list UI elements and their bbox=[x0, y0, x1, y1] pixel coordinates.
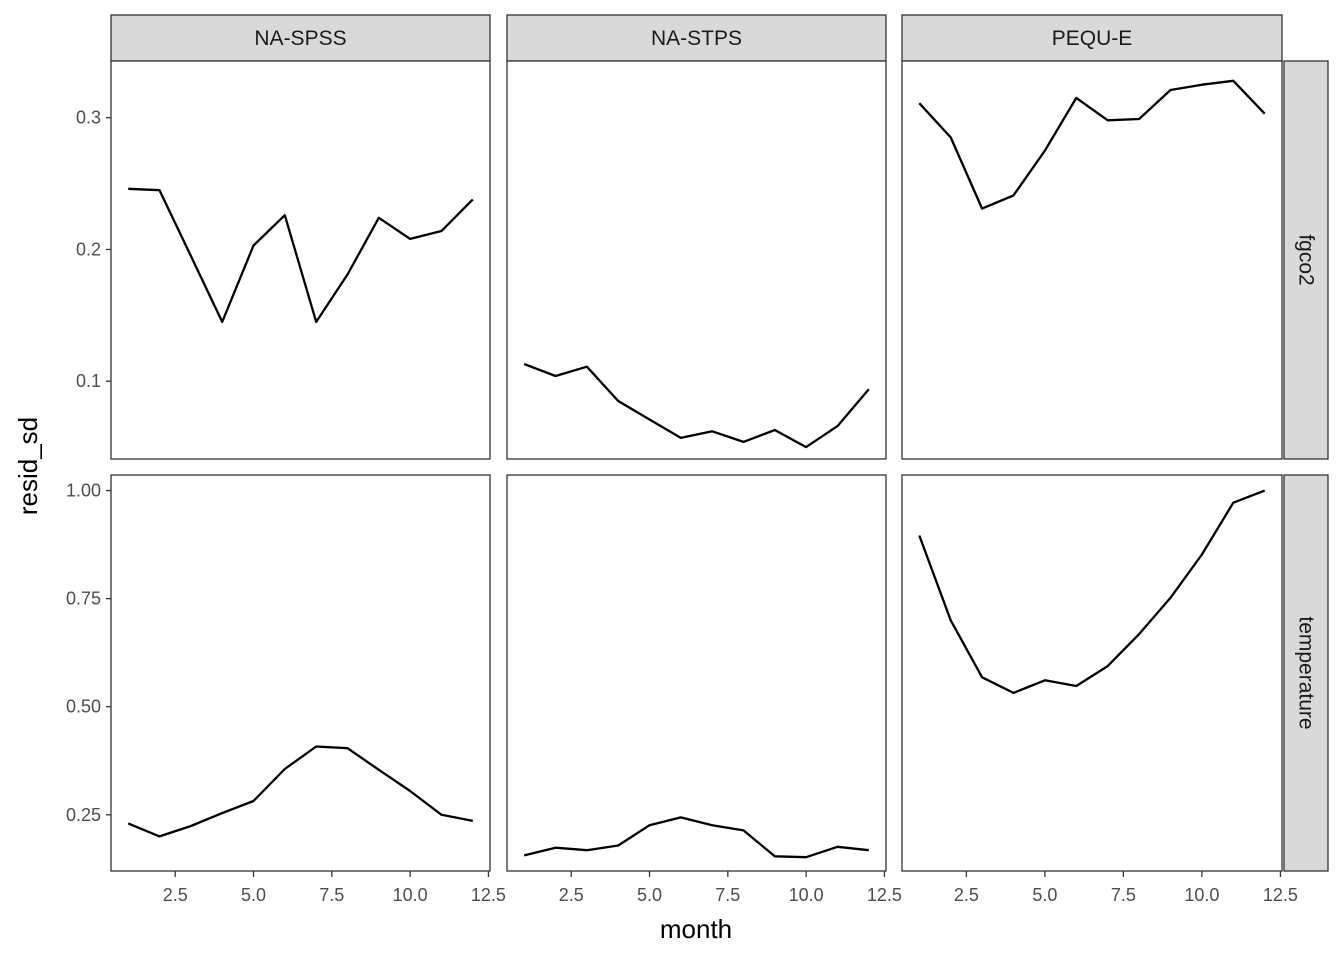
x-tick-label: 10.0 bbox=[789, 885, 824, 905]
x-tick-label: 10.0 bbox=[1184, 885, 1219, 905]
series-line-fgco2-pequ-e bbox=[918, 79, 1266, 210]
y-tick-label: 0.3 bbox=[76, 108, 101, 128]
x-tick-label: 2.5 bbox=[163, 885, 188, 905]
y-tick-label: 0.1 bbox=[76, 371, 101, 391]
panel-temperature-na-spss bbox=[110, 474, 491, 872]
y-axis-title: resid_sd bbox=[13, 417, 43, 515]
panel-fgco2-pequ-e bbox=[901, 60, 1283, 460]
x-axis-title: month bbox=[660, 914, 732, 944]
panel-temperature-pequ-e bbox=[901, 474, 1283, 872]
series-line-fgco2-na-stps bbox=[523, 363, 870, 449]
series-line-fgco2-na-spss bbox=[128, 187, 474, 324]
y-tick-label: 0.25 bbox=[66, 805, 101, 825]
x-tick-label: 12.5 bbox=[1263, 885, 1298, 905]
panel-fgco2-na-spss bbox=[110, 60, 491, 460]
row-strip-fgco2 bbox=[1283, 60, 1329, 460]
x-tick-label: 7.5 bbox=[319, 885, 344, 905]
series-line-temperature-pequ-e bbox=[918, 489, 1266, 695]
y-tick-label: 0.75 bbox=[66, 589, 101, 609]
panel-temperature-na-stps bbox=[506, 474, 887, 872]
y-tick-label: 0.50 bbox=[66, 697, 101, 717]
x-tick-label: 12.5 bbox=[471, 885, 506, 905]
x-tick-label: 5.0 bbox=[241, 885, 266, 905]
series-line-temperature-na-spss bbox=[127, 745, 474, 838]
column-strip-pequ-e bbox=[901, 14, 1283, 62]
x-tick-label: 7.5 bbox=[1111, 885, 1136, 905]
column-strip-na-stps bbox=[506, 14, 887, 62]
x-tick-label: 5.0 bbox=[637, 885, 662, 905]
column-strip-label: NA-SPSS bbox=[254, 27, 346, 50]
x-tick-label: 5.0 bbox=[1032, 885, 1057, 905]
y-tick-label: 1.00 bbox=[66, 481, 101, 501]
column-strip-label: PEQU-E bbox=[1052, 27, 1133, 50]
column-strip-na-spss bbox=[110, 14, 491, 62]
x-tick-label: 12.5 bbox=[867, 885, 902, 905]
x-tick-label: 2.5 bbox=[954, 885, 979, 905]
panel-fgco2-na-stps bbox=[506, 60, 887, 460]
x-tick-label: 2.5 bbox=[559, 885, 584, 905]
row-strip-label: fgco2 bbox=[1295, 234, 1318, 285]
x-tick-label: 10.0 bbox=[393, 885, 428, 905]
row-strip-label: temperature bbox=[1295, 616, 1318, 729]
row-strip-temperature bbox=[1283, 474, 1329, 872]
column-strip-label: NA-STPS bbox=[651, 27, 742, 50]
series-line-temperature-na-stps bbox=[523, 816, 869, 859]
y-tick-label: 0.2 bbox=[76, 239, 101, 259]
x-tick-label: 7.5 bbox=[715, 885, 740, 905]
